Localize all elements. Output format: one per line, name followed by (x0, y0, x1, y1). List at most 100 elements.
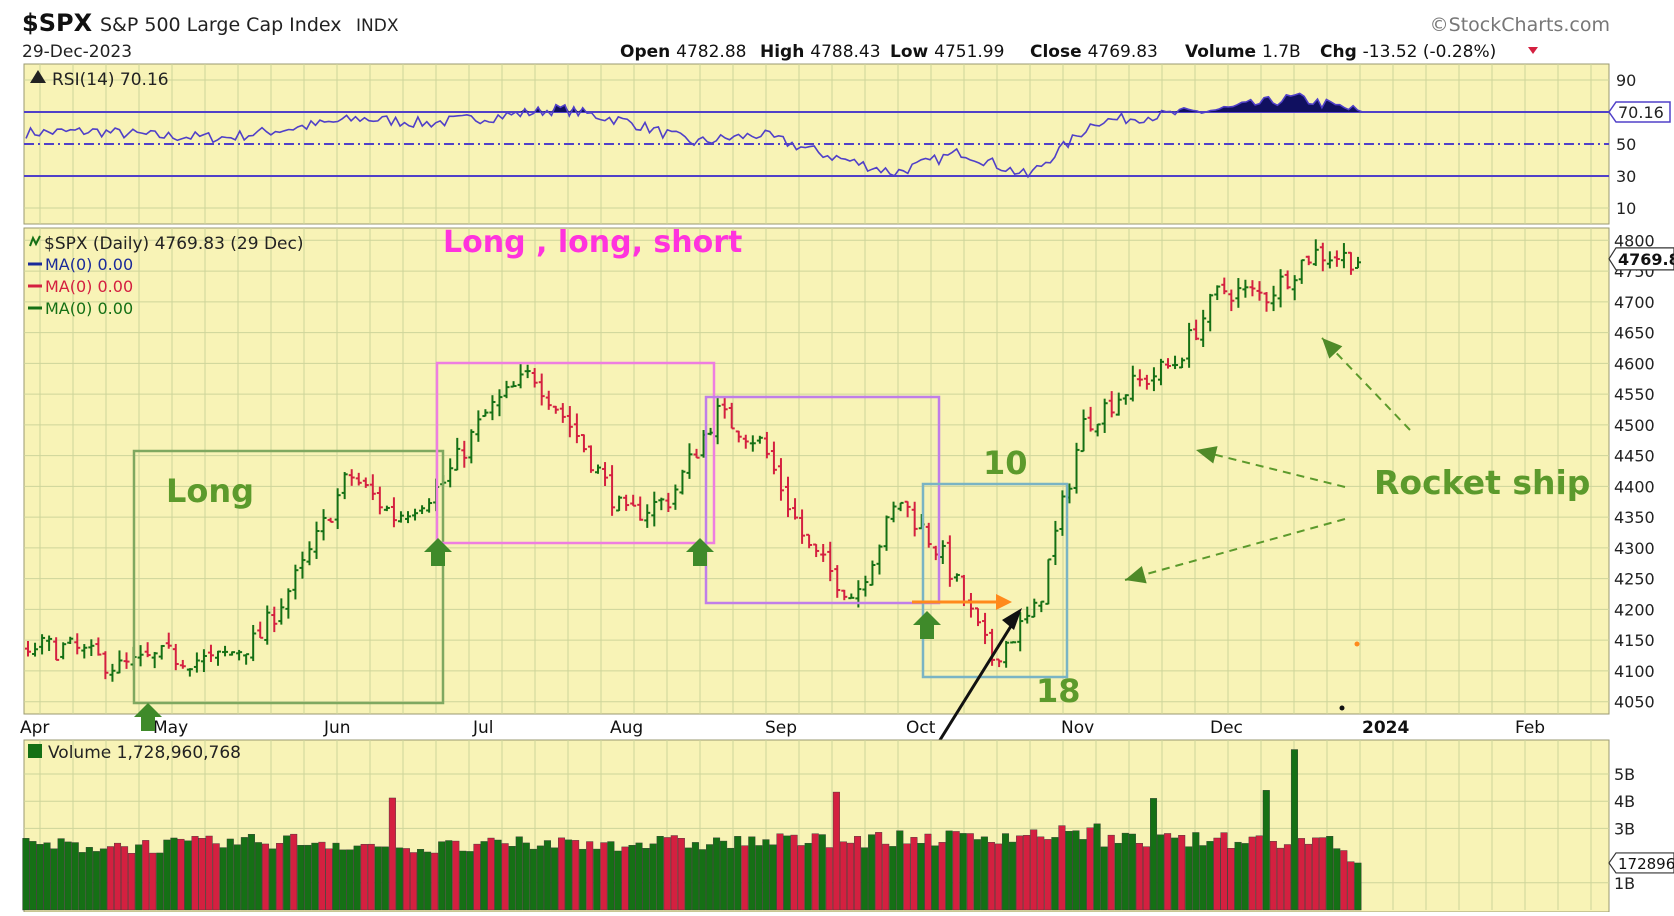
volume-bar (1312, 837, 1320, 911)
price-bar (60, 642, 67, 660)
volume-bar (276, 843, 284, 911)
price-bar (1200, 309, 1207, 347)
price-bar (883, 515, 890, 551)
black-dot (1339, 705, 1345, 711)
price-bar (348, 469, 355, 486)
price-bar (1263, 292, 1270, 312)
price-bar (341, 472, 348, 500)
rsi-overbought-fill (26, 93, 1362, 112)
price-bar (32, 642, 39, 657)
volume-bar (558, 837, 566, 911)
price-bar (904, 500, 911, 518)
volume-bar (353, 845, 361, 911)
ohlc-readout: Open 4782.88 High 4788.43 Low 4751.99 Close… (620, 42, 1538, 62)
volume-bar (1248, 836, 1256, 911)
price-bar (1193, 319, 1200, 341)
volume-bar (825, 847, 833, 911)
price-bar (475, 410, 482, 442)
date-label: 29-Dec-2023 (22, 42, 132, 62)
volume-bar (508, 846, 516, 911)
rocket-dashed-line (1195, 449, 1346, 488)
volume-bar (346, 849, 354, 911)
price-bar (250, 624, 257, 662)
price-bar (39, 634, 46, 655)
x-tick-label: May (153, 718, 188, 738)
volume-bar (156, 852, 164, 911)
buy-arrow-icon (134, 703, 162, 731)
volume-bar (1298, 838, 1306, 911)
exchange-label: INDX (356, 16, 399, 36)
price-bar (327, 517, 334, 523)
price-bar (953, 573, 960, 582)
volume-bar (868, 834, 876, 911)
price-bar (1087, 406, 1094, 432)
price-bar (1129, 365, 1136, 402)
x-tick-label: Oct (906, 718, 936, 738)
price-bar (179, 659, 186, 669)
rocket-ship-label: Rocket ship (1374, 463, 1590, 502)
volume-bar (931, 845, 939, 911)
rsi-tick-label: 30 (1616, 167, 1636, 186)
price-tick-label: 4600 (1614, 354, 1655, 373)
price-bar (890, 501, 897, 523)
price-tick-label: 4200 (1614, 600, 1655, 619)
price-bar (215, 650, 221, 666)
price-bar (897, 501, 904, 512)
price-bar (644, 504, 651, 528)
price-bar (1347, 251, 1354, 275)
rocket-arrow-head (1196, 446, 1218, 464)
price-current-label: 4769.83 (1618, 250, 1674, 269)
price-bar (482, 409, 489, 418)
price-bar (545, 390, 552, 410)
price-bar (313, 521, 320, 559)
volume-bar (1262, 790, 1270, 911)
volume-bar (565, 839, 573, 911)
long-label: Long (166, 472, 254, 510)
reversal-arrow-head (1002, 608, 1022, 630)
volume-bar (240, 837, 248, 911)
volume-bar (417, 849, 425, 911)
volume-bar (839, 841, 847, 911)
volume-bar (297, 844, 305, 911)
volume-bar (163, 839, 171, 911)
volume-bar (1283, 844, 1291, 911)
symbol-label: $SPX (22, 9, 93, 37)
volume-bar (1002, 833, 1010, 911)
volume-bar (875, 832, 883, 911)
price-bar (285, 588, 292, 619)
rocket-arrow-head (1125, 565, 1147, 584)
volume-bar (691, 842, 699, 911)
price-bar (271, 606, 278, 633)
price-bar (1108, 391, 1115, 418)
volume-bar (550, 847, 558, 911)
rsi-tick-label: 50 (1616, 135, 1636, 154)
volume-bar (473, 843, 481, 911)
volume-bar (1319, 837, 1327, 911)
price-bar (46, 635, 53, 651)
volume-bar (649, 843, 657, 911)
x-tick-label: 2024 (1362, 718, 1409, 738)
price-bar (306, 541, 313, 566)
volume-bar (861, 847, 869, 911)
reversal-arrow-line (933, 617, 1018, 749)
price-bar (566, 406, 573, 438)
price-bar (686, 443, 693, 479)
price-bar (200, 649, 207, 673)
rsi-current-label-box (1608, 101, 1671, 123)
price-bar (1080, 409, 1087, 453)
volume-bar (1086, 827, 1094, 911)
price-bar (735, 430, 742, 443)
volume-bar (1276, 847, 1284, 911)
price-tick-label: 4400 (1614, 477, 1655, 496)
volume-bar (797, 845, 805, 911)
price-bar (742, 434, 749, 449)
price-bar (116, 650, 123, 674)
price-tick-label: 4700 (1614, 293, 1655, 312)
volume-bar (78, 852, 86, 911)
volume-bar (431, 852, 439, 911)
price-bar (376, 486, 383, 515)
ohlc-item-open: Open 4782.88 (620, 42, 746, 62)
price-bar (1207, 293, 1214, 332)
rsi-current-label: 70.16 (1618, 103, 1664, 122)
